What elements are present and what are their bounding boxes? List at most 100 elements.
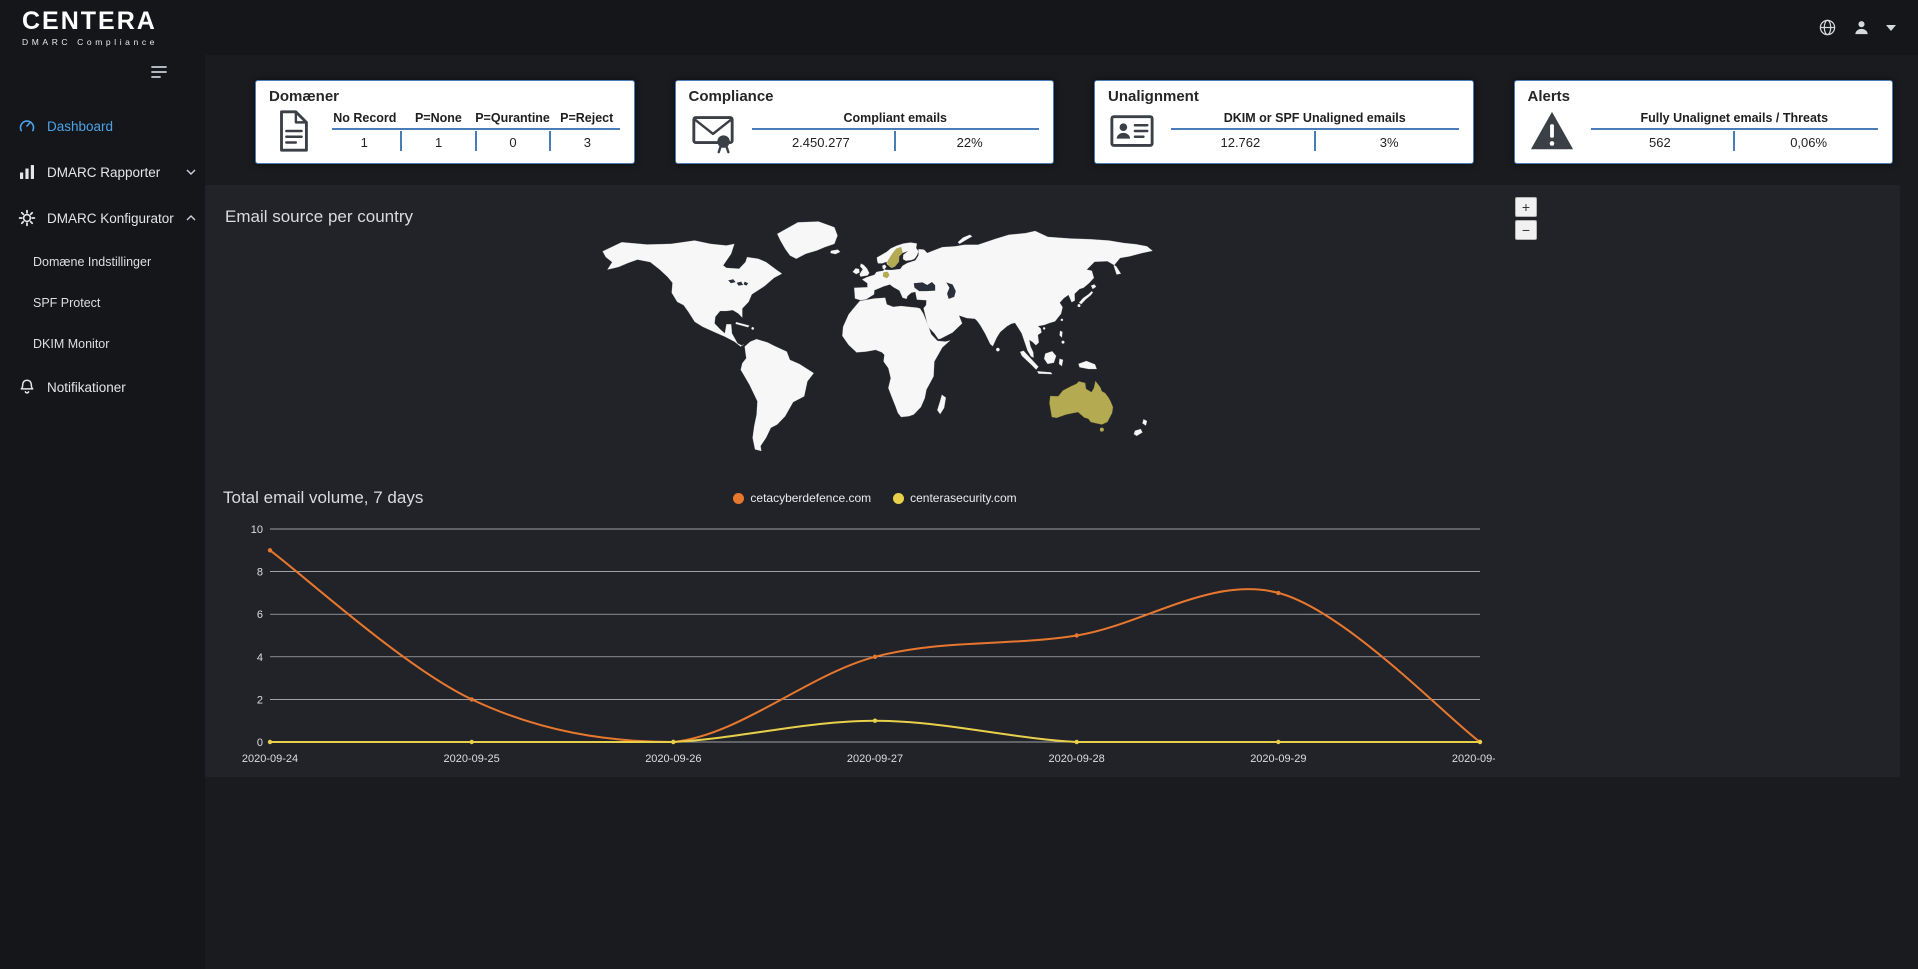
svg-text:2: 2 [257,694,263,706]
map-title: Email source per country [225,207,414,226]
sidebar-item-label: DMARC Konfigurator [47,210,174,226]
svg-text:4: 4 [257,652,263,664]
stat-value: 1 [328,131,403,151]
card-body: No Record P=None P=Qurantine P=Reject 1 1 0 3 [266,108,624,154]
bell-icon [18,378,36,396]
svg-text:10: 10 [251,524,263,536]
svg-text:2020-09-26: 2020-09-26 [645,753,701,765]
card-labels: DKIM or SPF Unaligned emails [1167,111,1463,125]
card-divider [751,128,1039,130]
stat-label: Fully Unalignet emails / Threats [1640,111,1829,125]
legend-dot [733,492,745,504]
stat-card-compliance: Compliance Compliant emails 2.450.277 22% [674,80,1054,164]
stat-label: P=Qurantine [475,111,550,125]
chevron-down-icon [186,169,196,175]
stat-value: 3 [583,135,591,150]
card-divider [1171,128,1459,130]
svg-text:6: 6 [257,609,263,621]
svg-text:0: 0 [257,737,263,749]
brand-tagline: DMARC Compliance [22,36,159,47]
user-icon[interactable] [1852,18,1871,37]
stat-value: 2.450.277 [748,131,897,151]
email-volume-chart: 0 2 4 6 8 10 2020-09-24 2020-09-25 2020-09-26 202… [225,515,1495,770]
reports-icon [18,163,36,181]
card-body: Compliant emails 2.450.277 22% [686,108,1044,154]
sidebar-item-dmarc-rapporter[interactable]: DMARC Rapporter [0,149,205,195]
stat-card-unalignment: Unalignment DKIM or SPF Unaligned emails 1… [1094,80,1474,164]
card-labels: No Record P=None P=Qurantine P=Reject [328,111,624,125]
zoom-out-button[interactable]: − [1515,220,1537,240]
sidebar-nav: Dashboard DMARC Rapporter DMARC Konfigurat… [0,103,205,410]
sidebar-subitem-dkim-monitor[interactable]: DKIM Monitor [33,336,110,351]
sidebar-item-label: Notifikationer [47,379,126,395]
svg-text:2020-09-24: 2020-09-24 [242,753,298,765]
stat-label: DKIM or SPF Unaligned emails [1223,111,1406,125]
sidebar-item-notifikationer[interactable]: Notifikationer [0,364,205,410]
card-title: Compliance [688,88,774,105]
document-icon [270,108,316,154]
stat-value: 1 [402,131,477,151]
chevron-up-icon [186,215,196,221]
topbar: CENTERA DMARC Compliance [0,0,1918,55]
card-title: Unalignment [1108,88,1199,105]
envelope-icon [690,108,736,154]
card-table: No Record P=None P=Qurantine P=Reject 1 1 0 3 [328,111,624,151]
dashboard-icon [18,117,36,135]
stat-label: P=Reject [560,111,614,125]
main-content: Domæner No Record P=None P=Qurantine P=Rejec… [205,55,1918,969]
sidebar-item-dashboard[interactable]: Dashboard [0,103,205,149]
warning-icon [1529,108,1575,154]
card-table: DKIM or SPF Unaligned emails 12.762 3% [1167,111,1463,151]
card-title: Alerts [1527,88,1571,105]
sidebar-subitem-spf-protect[interactable]: SPF Protect [33,295,101,310]
card-divider [332,128,620,130]
topbar-actions [1818,18,1896,37]
card-values: 562 0,06% [1587,131,1883,151]
menu-toggle-icon[interactable] [149,64,169,80]
stat-value: 0,06% [1790,135,1828,150]
svg-text:2020-09-28: 2020-09-28 [1049,753,1105,765]
stat-card-domaener: Domæner No Record P=None P=Qurantine P=Rejec… [255,80,635,164]
svg-text:2020-09-30: 2020-09-30 [1452,753,1495,765]
card-body: DKIM or SPF Unaligned emails 12.762 3% [1105,108,1463,154]
dashboard-panel: Email source per country + − Total email… [205,185,1900,777]
stat-label: P=None [414,111,462,125]
legend-dot [893,492,905,504]
card-body: Fully Unalignet emails / Threats 562 0,06% [1525,108,1883,154]
card-title: Domæner [269,88,340,105]
stat-value: 562 [1587,131,1736,151]
globe-icon[interactable] [1818,18,1837,37]
chart-title: Total email volume, 7 days [223,488,424,507]
zoom-in-button[interactable]: + [1515,197,1537,217]
brand-logo: CENTERA DMARC Compliance [22,8,159,47]
legend-item-cetacyberdefence-com[interactable]: cetacyberdefence.com [733,491,871,505]
sidebar-item-label: DMARC Rapporter [47,164,161,180]
card-table: Compliant emails 2.450.277 22% [748,111,1044,151]
stat-label: Compliant emails [843,111,948,125]
stat-value: 22% [956,135,983,150]
legend-label: cetacyberdefence.com [750,491,872,505]
chart-legend: cetacyberdefence.com centerasecurity.com [270,491,1480,505]
sidebar-subitem-domaene-indstillinger[interactable]: Domæne Indstillinger [33,254,152,269]
stat-value: 12.762 [1167,131,1316,151]
map-zoom-control: + − [1515,197,1537,240]
svg-text:2020-09-29: 2020-09-29 [1250,753,1306,765]
id-card-icon [1109,108,1155,154]
card-table: Fully Unalignet emails / Threats 562 0,06% [1587,111,1883,151]
stat-value: 3% [1379,135,1399,150]
legend-item-centerasecurity-com[interactable]: centerasecurity.com [893,491,1017,505]
legend-label: centerasecurity.com [910,491,1017,505]
gear-icon [18,209,36,227]
sidebar-item-label: Dashboard [47,118,114,134]
stat-card-alerts: Alerts Fully Unalignet emails / Threats 56… [1513,80,1893,164]
stat-value: 0 [477,131,552,151]
world-map[interactable] [595,199,1155,471]
svg-text:2020-09-25: 2020-09-25 [444,753,500,765]
stat-cards-row: Domæner No Record P=None P=Qurantine P=Rejec… [255,80,1893,164]
caret-down-icon[interactable] [1886,24,1896,31]
svg-text:2020-09-27: 2020-09-27 [847,753,903,765]
sidebar-item-dmarc-konfigurator[interactable]: DMARC Konfigurator [0,195,205,241]
card-labels: Fully Unalignet emails / Threats [1587,111,1883,125]
